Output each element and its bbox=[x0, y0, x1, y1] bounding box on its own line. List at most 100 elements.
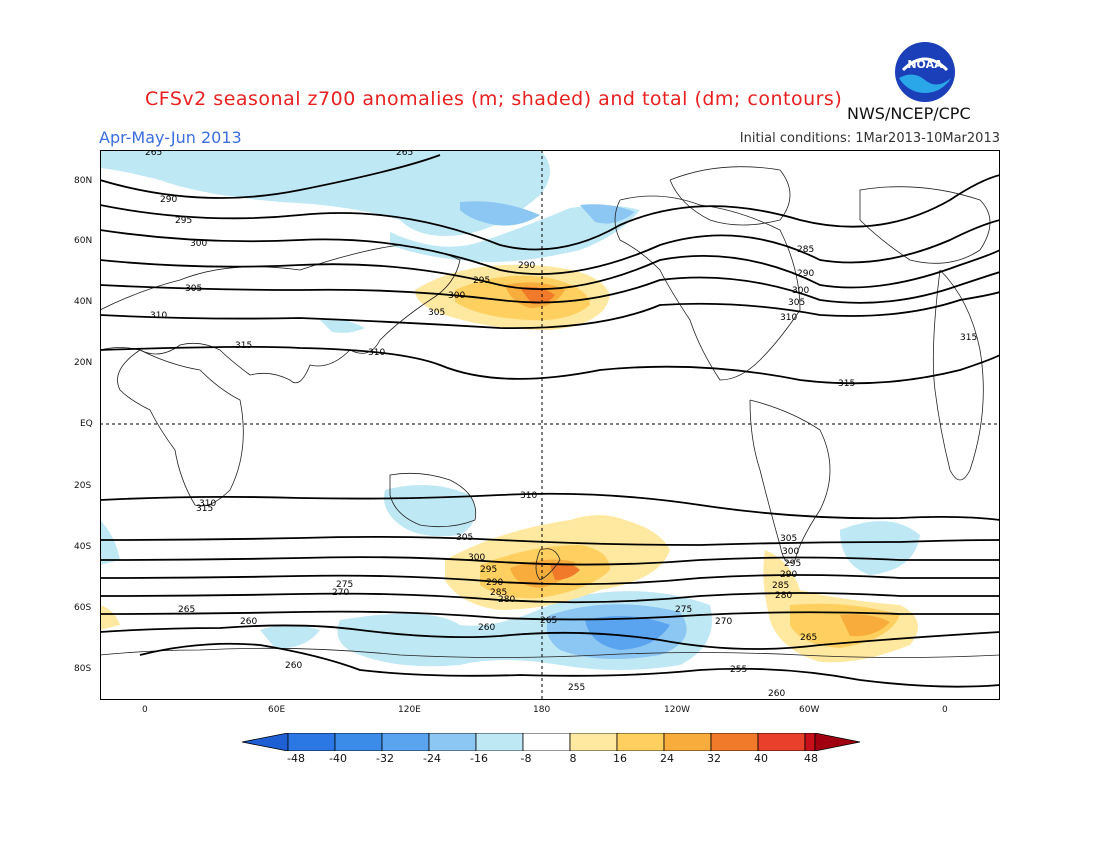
contour-label: 315 bbox=[196, 504, 213, 514]
contour-label: 300 bbox=[448, 291, 465, 301]
colorbar-label: -8 bbox=[520, 752, 532, 765]
lat-label: 80N bbox=[74, 176, 93, 186]
contour-label: 315 bbox=[838, 379, 855, 389]
colorbar-bin bbox=[804, 733, 816, 751]
contour-label: 260 bbox=[478, 623, 495, 633]
contour-label: 310 bbox=[520, 491, 537, 501]
colorbar-bin bbox=[757, 733, 806, 751]
contour-label: 295 bbox=[784, 559, 801, 569]
contour-label: 275 bbox=[675, 605, 692, 615]
colorbar-label: 24 bbox=[660, 752, 674, 765]
contour-label: 305 bbox=[780, 534, 797, 544]
contour-label: 270 bbox=[715, 617, 732, 627]
contour-label: 300 bbox=[792, 286, 809, 296]
colorbar-bin bbox=[428, 733, 477, 751]
contour-label: 265 bbox=[396, 150, 413, 158]
contour-label: 290 bbox=[160, 195, 177, 205]
agency-label: NWS/NCEP/CPC bbox=[847, 104, 971, 123]
map-plot: 265 265 290 295 300 305 310 315 315 310 … bbox=[100, 150, 1000, 700]
chart-title: CFSv2 seasonal z700 anomalies (m; shaded… bbox=[145, 88, 843, 110]
noaa-logo-icon: NOAA bbox=[895, 42, 955, 102]
colorbar-label: 16 bbox=[613, 752, 627, 765]
map-frame bbox=[100, 150, 1000, 700]
lat-label: 60N bbox=[74, 236, 93, 246]
contour-label: 280 bbox=[775, 591, 792, 601]
contour-label: 305 bbox=[428, 308, 445, 318]
contour-label: 290 bbox=[780, 570, 797, 580]
contour-label: 305 bbox=[456, 533, 473, 543]
contour-label: 295 bbox=[175, 216, 192, 226]
noaa-logo-text: NOAA bbox=[907, 58, 943, 71]
contour-label: 260 bbox=[768, 689, 785, 699]
contour-label: 310 bbox=[199, 499, 216, 509]
contour-label: 310 bbox=[150, 311, 167, 321]
contour-label: 315 bbox=[235, 341, 252, 351]
positive-anomaly-shading bbox=[100, 264, 918, 663]
contour-label: 260 bbox=[285, 661, 302, 671]
contour-label: 315 bbox=[960, 333, 977, 343]
lon-label: 0 bbox=[942, 705, 948, 715]
colorbar-label: 8 bbox=[569, 752, 577, 765]
colorbar-bin bbox=[522, 733, 571, 751]
lat-label: 40N bbox=[74, 297, 93, 307]
colorbar-min-arrow bbox=[242, 733, 289, 751]
colorbar-bin bbox=[334, 733, 383, 751]
lat-label: 20S bbox=[74, 481, 92, 491]
contour-label: 300 bbox=[190, 239, 207, 249]
contour-label: 275 bbox=[336, 580, 353, 590]
contour-label: 290 bbox=[797, 269, 814, 279]
contour-label: 295 bbox=[473, 276, 490, 286]
contour-label: 310 bbox=[780, 313, 797, 323]
contour-label: 265 bbox=[145, 150, 162, 158]
lat-label: 40S bbox=[74, 542, 92, 552]
lon-label: 120W bbox=[664, 705, 691, 715]
colorbar-max-arrow bbox=[814, 733, 861, 751]
lat-label: 60S bbox=[74, 603, 92, 613]
colorbar-label: -16 bbox=[470, 752, 488, 765]
colorbar-bin bbox=[569, 733, 618, 751]
contour-label: 300 bbox=[782, 547, 799, 557]
colorbar-label: 48 bbox=[804, 752, 818, 765]
height-contours bbox=[100, 154, 1000, 688]
contour-label: 280 bbox=[498, 595, 515, 605]
contour-label: 295 bbox=[480, 565, 497, 575]
contour-label: 310 bbox=[368, 348, 385, 358]
colorbar-bin bbox=[475, 733, 524, 751]
lon-label: 60E bbox=[268, 705, 286, 715]
lat-label: 20N bbox=[74, 358, 93, 368]
contour-label: 305 bbox=[185, 284, 202, 294]
colorbar bbox=[242, 733, 861, 751]
contour-label: 305 bbox=[788, 298, 805, 308]
colorbar-label: 40 bbox=[754, 752, 768, 765]
contour-label: 285 bbox=[797, 245, 814, 255]
contour-label: 285 bbox=[490, 588, 507, 598]
lat-label: 80S bbox=[74, 664, 92, 674]
colorbar-bin bbox=[663, 733, 712, 751]
contour-label: 290 bbox=[486, 578, 503, 588]
coastlines bbox=[100, 166, 1000, 700]
contour-label: 285 bbox=[772, 581, 789, 591]
colorbar-label: -40 bbox=[329, 752, 347, 765]
contour-label: 290 bbox=[518, 261, 535, 271]
lon-label: 120E bbox=[398, 705, 421, 715]
contour-label: 265 bbox=[178, 605, 195, 615]
colorbar-bin bbox=[287, 733, 336, 751]
colorbar-label: -32 bbox=[376, 752, 394, 765]
lon-label: 60W bbox=[799, 705, 820, 715]
contour-label: 260 bbox=[240, 617, 257, 627]
colorbar-bin bbox=[710, 733, 759, 751]
colorbar-label: -24 bbox=[423, 752, 441, 765]
colorbar-bin bbox=[381, 733, 430, 751]
period-label: Apr-May-Jun 2013 bbox=[99, 128, 242, 147]
contour-label: 265 bbox=[540, 616, 557, 626]
contour-labels: 265 265 290 295 300 305 310 315 315 310 … bbox=[145, 150, 977, 699]
contour-label: 270 bbox=[332, 588, 349, 598]
initial-conditions-label: Initial conditions: 1Mar2013-10Mar2013 bbox=[739, 131, 1000, 146]
contour-label: 255 bbox=[730, 665, 747, 675]
contour-label: 300 bbox=[468, 553, 485, 563]
lat-label: EQ bbox=[80, 419, 93, 429]
contour-label: 265 bbox=[800, 633, 817, 643]
lon-label: 0 bbox=[142, 705, 148, 715]
colorbar-label: -48 bbox=[287, 752, 305, 765]
lon-label: 180 bbox=[533, 705, 551, 715]
